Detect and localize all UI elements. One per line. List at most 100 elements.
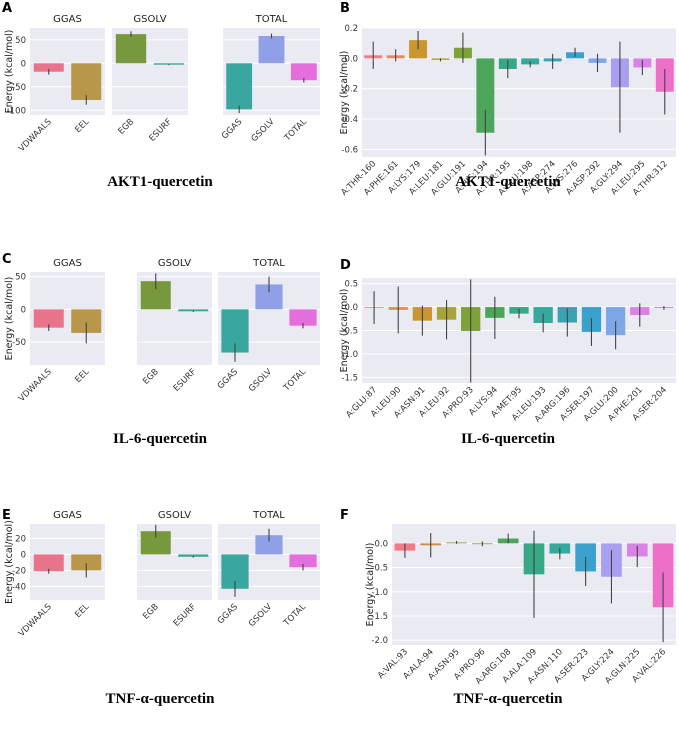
bar-gsolv [255,535,283,555]
subplot-total: TOTAL GGAS GSOLV TOTAL [216,510,320,629]
panel-a: A Energy (kcal/mol)-100 -50 0 50 GGAS VDWAALS E… [2,1,320,190]
x-tick-label: EEL [73,602,91,620]
bar-esurf [178,309,209,312]
bar-gsolv [258,35,285,64]
x-tick-label: GSOLV [247,602,274,629]
x-tick-label: TOTAL [282,117,309,144]
subplot-title: GGAS [53,510,82,521]
panel-label: A [2,1,12,16]
y-tick-label: -50 [12,83,26,93]
bar-total [289,554,317,568]
y-tick-label: 50 [15,273,26,283]
x-tick-label: EEL [73,367,91,385]
x-tick-label: VDWAALS [17,117,54,154]
x-tick-label: VDWAALS [17,602,54,639]
y-axis-label: Energy (kcal/mol) [4,30,15,114]
panel-label: F [340,508,349,523]
panel-caption: AKT1-quercetin [107,174,213,190]
subplot-title: GSOLV [158,258,191,269]
y-tick-label: -2.0 [371,636,388,646]
x-tick-label: ESURF [172,602,199,629]
y-tick-label: -50 [12,338,26,348]
subplot-gsolv: GSOLV EGB ESURF [137,510,212,629]
bar-esurf [153,63,185,65]
y-tick-label: -0.5 [341,327,358,337]
y-tick-label: 50 [15,36,26,46]
panel-caption: TNF-α-quercetin [106,691,216,707]
y-tick-label: 0.0 [374,539,388,549]
panel-caption: IL-6-quercetin [461,431,556,447]
x-tick-label: GGAS [220,117,244,141]
panel-c: C Energy (kcal/mol)-50 0 50 GGAS VDWAALS EEL GS… [2,252,320,447]
panel-caption: IL-6-quercetin [113,431,208,447]
y-axis-label: Energy (kcal/mol) [339,51,350,135]
bar-vdwaals [33,309,64,328]
subplot-ggas: -50 0 50 GGAS VDWAALS EEL [12,258,105,404]
x-tick-label: EGB [141,602,161,622]
y-tick-label: -1.0 [341,350,358,360]
x-tick-label: GSOLV [250,117,277,144]
bar-total [290,63,317,81]
y-tick-label: -1.0 [371,588,388,598]
x-tick-label: TOTAL [281,602,308,629]
subplot-ggas: -40 -20 0 20 GGAS VDWAALS EEL [12,510,105,639]
subplot-title: GGAS [53,258,82,269]
bar-total [289,309,317,326]
y-tick-label: 0.0 [344,303,358,313]
x-tick-label: VDWAALS [17,367,54,404]
subplot-gsolv: GSOLV EGB ESURF [112,14,188,144]
y-tick-label: 0.5 [344,280,358,290]
subplot-title: GSOLV [158,510,191,521]
x-tick-label: EGB [116,117,136,137]
y-axis-label: Energy (kcal/mol) [365,543,376,627]
subplot-title: TOTAL [252,510,285,521]
panel-label: C [2,252,12,267]
x-tick-label: EGB [141,367,161,387]
bar-eel [71,309,102,333]
bar-vdwaals [33,554,64,572]
subplot-title: TOTAL [255,14,288,25]
bar-eel [71,554,102,571]
x-tick-label: ESURF [147,117,174,144]
x-tick-label: GGAS [216,367,240,391]
bar-vdwaals [33,63,64,72]
x-tick-label: GGAS [216,602,240,626]
subplot-title: GGAS [53,14,82,25]
y-tick-label: -0.2 [341,85,358,95]
bar-a-his-194 [476,58,495,133]
y-tick-label: -0.6 [341,145,358,155]
subplot-ggas: -100 -50 0 50 GGAS VDWAALS EEL [7,14,105,154]
x-tick-label: TOTAL [281,367,308,394]
y-tick-label: 0 [21,550,26,560]
y-tick-label: 0 [21,59,26,69]
bar-ggas [226,63,253,110]
y-tick-label: -20 [12,566,26,576]
panel-label: B [340,1,350,16]
bar-esurf [178,554,209,557]
x-tick-label: EEL [73,117,91,135]
y-tick-label: -100 [7,106,26,116]
y-tick-label: 0 [21,305,26,315]
subplot-title: GSOLV [133,14,166,25]
subplot-title: TOTAL [252,258,285,269]
panel-label: D [340,258,351,273]
bar-a-lys-179 [409,40,428,59]
y-tick-label: -0.4 [341,115,358,125]
y-tick-label: 0.0 [344,54,358,64]
y-tick-label: 20 [15,534,26,544]
bar-eel [71,63,102,100]
y-tick-label: 0.2 [344,24,358,34]
y-axis-label: Energy (kcal/mol) [4,277,15,361]
y-tick-label: -1.5 [341,373,358,383]
subplot-gsolv: GSOLV EGB ESURF [137,258,212,394]
panel-label: E [2,508,11,523]
panel-caption: TNF-α-quercetin [454,691,564,707]
y-axis-label: Energy (kcal/mol) [4,520,15,604]
